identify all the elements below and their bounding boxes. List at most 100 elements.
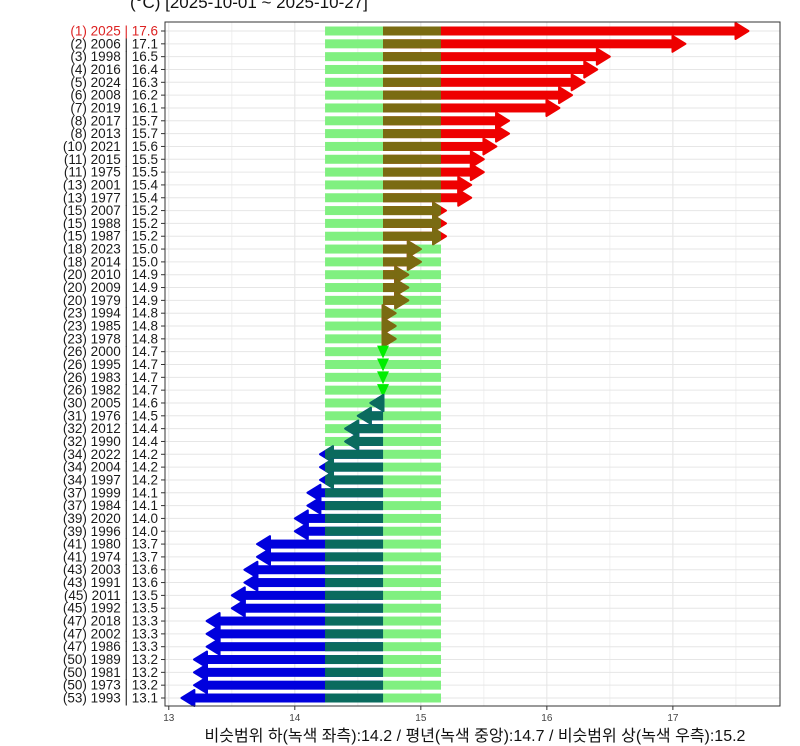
arrow-shaft	[383, 218, 434, 228]
row-label: (26) 1995 | 14.7	[63, 357, 158, 372]
arrow-in-band-2022	[325, 445, 384, 464]
arrow-shaft	[383, 154, 441, 164]
arrow-shaft	[383, 103, 441, 113]
normal-range-band	[325, 501, 441, 511]
arrow-in-band-1986	[325, 642, 384, 652]
normal-range-band	[325, 488, 441, 498]
arrow-shaft	[383, 103, 547, 113]
plot-border	[164, 21, 781, 707]
x-tick-label: 14	[289, 713, 301, 724]
arrow-1998	[383, 47, 611, 66]
normal-range-band	[325, 680, 441, 690]
arrow-shaft	[383, 257, 408, 267]
arrow-shaft	[325, 693, 384, 703]
row-label: (7) 2019 | 16.1	[70, 100, 158, 115]
arrow-1981	[192, 663, 384, 682]
arrowhead	[734, 22, 750, 40]
arrow-shaft	[383, 270, 396, 280]
arrow-in-band-2016	[383, 64, 441, 74]
arrow-in-band-2021	[383, 141, 441, 151]
arrow-shaft	[206, 680, 384, 690]
arrowhead	[205, 612, 221, 631]
arrowhead	[381, 317, 397, 336]
x-tick-label: 15	[415, 713, 427, 724]
row-label: (41) 1980 | 13.7	[63, 537, 158, 552]
arrow-1991	[243, 573, 384, 592]
arrow-shaft	[383, 90, 441, 100]
arrowhead	[545, 98, 561, 117]
arrow-shaft	[219, 642, 384, 652]
arrow-in-band-2006	[383, 39, 441, 49]
arrowhead	[432, 227, 441, 246]
arrowhead	[293, 522, 309, 541]
arrowhead	[255, 535, 271, 554]
arrow-2008	[383, 86, 574, 105]
arrow-1992	[230, 599, 384, 618]
arrowhead	[394, 278, 410, 297]
row-label: (34) 2022 | 14.2	[63, 447, 158, 462]
row-label: (4) 2016 | 16.4	[70, 62, 158, 77]
arrow-in-band-1980	[325, 539, 384, 549]
arrow-in-band-2005	[369, 393, 385, 412]
arrow-in-band-2017	[383, 116, 441, 126]
row-label: (5) 2024 | 16.3	[70, 75, 158, 90]
arrow-shaft	[244, 603, 384, 613]
arrow-in-band-2007	[383, 201, 441, 220]
arrow-in-band-2012	[344, 419, 384, 438]
arrow-in-band-1996	[325, 526, 384, 536]
row-label: (2) 2006 | 17.1	[70, 36, 158, 51]
arrowhead	[595, 47, 611, 66]
arrowhead	[469, 150, 485, 169]
row-label: (8) 2013 | 15.7	[70, 126, 158, 141]
arrow-in-band-1990	[344, 432, 384, 451]
arrowhead	[394, 291, 410, 310]
normal-range-band	[325, 655, 441, 665]
arrow-shaft	[325, 655, 384, 665]
arrow-in-band-1975	[383, 167, 441, 177]
arrowhead	[325, 458, 335, 477]
arrow-in-band-1991	[325, 578, 384, 588]
row-label: (15) 1988 | 15.2	[63, 216, 158, 231]
row-label: (13) 2001 | 15.4	[63, 177, 159, 192]
arrow-in-band-2014	[383, 252, 422, 271]
arrow-shaft	[358, 436, 384, 446]
normal-range-band	[325, 424, 441, 434]
arrow-shaft	[383, 244, 408, 254]
arrowhead	[192, 676, 208, 695]
row-label: (39) 1996 | 14.0	[63, 524, 158, 539]
arrow-shaft	[219, 629, 384, 639]
arrowhead	[457, 188, 473, 207]
arrow-2018	[205, 612, 384, 631]
arrow-shaft	[383, 64, 441, 74]
row-label: (6) 2008 | 16.2	[70, 88, 158, 103]
arrow-in-band-2002	[325, 629, 384, 639]
row-label: (47) 1986 | 13.3	[63, 639, 158, 654]
arrow-in-band-1998	[383, 52, 441, 62]
row-label: (1) 2025 | 17.6	[70, 24, 158, 39]
normal-range-band	[325, 693, 441, 703]
arrow-shaft	[358, 424, 384, 434]
arrow-shaft	[257, 565, 384, 575]
arrowhead-equal	[377, 371, 390, 385]
arrowhead-equal	[377, 358, 390, 372]
arrow-2000	[377, 345, 390, 359]
arrow-shaft	[383, 52, 597, 62]
arrow-shaft	[383, 141, 441, 151]
arrow-shaft	[325, 629, 384, 639]
arrow-in-band-1989	[325, 655, 384, 665]
row-label: (20) 1979 | 14.9	[63, 293, 158, 308]
arrowhead	[381, 329, 397, 348]
arrow-1982	[377, 384, 390, 398]
arrow-2016	[383, 60, 599, 79]
row-label: (43) 2003 | 13.6	[63, 562, 158, 577]
arrow-2002	[205, 624, 384, 643]
row-label: (23) 1994 | 14.8	[63, 306, 158, 321]
arrowhead	[325, 470, 335, 489]
row-label: (32) 1990 | 14.4	[63, 434, 159, 449]
arrow-shaft	[219, 616, 384, 626]
arrow-shaft	[325, 539, 384, 549]
arrow-shaft	[325, 565, 384, 575]
row-label: (18) 2023 | 15.0	[63, 242, 158, 257]
row-label: (18) 2014 | 15.0	[63, 254, 158, 269]
